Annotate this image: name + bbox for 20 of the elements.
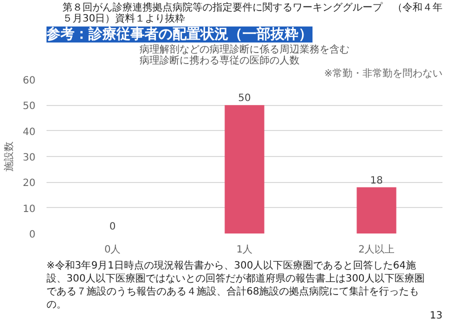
chart-title: 参考：診療従事者の配置状況（一部抜粋） [46,26,312,42]
data-label: 50 [238,93,251,104]
y-tick-label: 50 [22,101,36,112]
x-tick-label: 1人 [236,244,253,256]
text: 第８回がん診療連携拠点病院等の指定要件に関するワーキンググループ （令和４年５月30日）資料１より抜粋 [62,2,442,24]
x-tick-label: 0人 [104,244,121,256]
y-tick-label: 60 [22,76,36,86]
text: 13 [430,310,443,320]
data-label: 0 [109,222,116,232]
text: ※常勤・非常勤を問わない [324,68,443,80]
chart-subtitle: 病理解剖などの病理診断に係る周辺業務を含む病理診断に携わる専従の医師の人数 [140,44,350,66]
y-tick-label: 40 [22,126,36,138]
y-tick-label: 20 [22,178,36,190]
y-tick-label: 0 [29,230,36,240]
y-tick-label: 10 [22,204,36,215]
data-label: 18 [370,175,383,186]
x-tick-label: 2人以上 [358,244,395,256]
text: ※令和3年9月1日時点の現況報告書から、300人以下医療圏であると回答した64施設、300人以下医療圏ではないとの回答だが都道府県の報告書上は300人以下医療圏である７施設のうち報告のある４施設、合計68施設の拠点病院にて集計を行ったもの。 [46,260,425,310]
y-axis-title: 施設数 [2,142,15,172]
y-tick-label: 30 [22,152,36,164]
